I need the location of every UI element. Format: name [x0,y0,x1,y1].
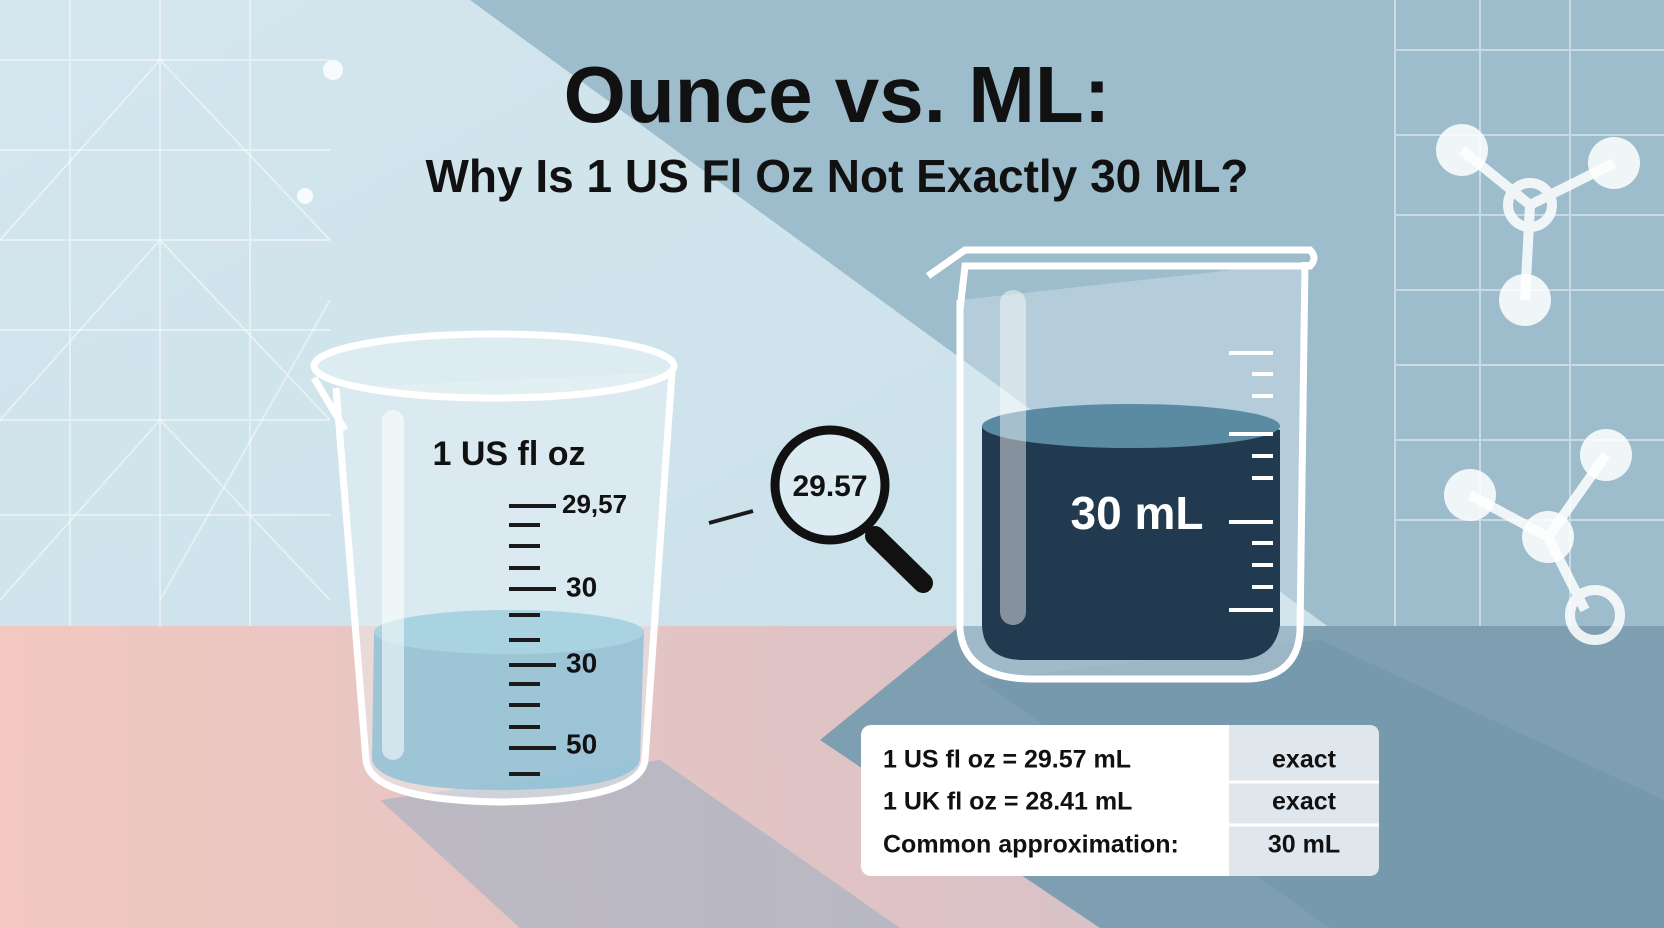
table-cell: exact [1272,746,1337,774]
scale-label: 29,57 [562,489,627,519]
beaker-label: 30 mL [1071,487,1204,539]
left-beaker: 1 US fl oz 29,57 30 30 50 [310,330,678,806]
title: Ounce vs. ML: [564,50,1111,139]
magnifier-label: 29.57 [792,470,867,503]
magnifier: 29.57 [708,425,933,593]
subtitle: Why Is 1 US Fl Oz Not Exactly 30 ML? [425,150,1248,202]
table-cell: 1 US fl oz = 29.57 mL [883,746,1131,774]
beaker-label: 1 US fl oz [432,435,585,473]
table-cell: 30 mL [1268,831,1340,859]
table-cell: exact [1272,788,1337,816]
conversion-table: 1 US fl oz = 29.57 mL exact 1 UK fl oz =… [861,725,1379,876]
right-beaker: 30 mL [925,246,1318,683]
table-cell: Common approximation: [883,831,1179,859]
scale-label: 50 [566,728,597,759]
scale-label: 30 [566,647,597,678]
table-cell: 1 UK fl oz = 28.41 mL [883,788,1132,816]
scale-label: 30 [566,571,597,602]
